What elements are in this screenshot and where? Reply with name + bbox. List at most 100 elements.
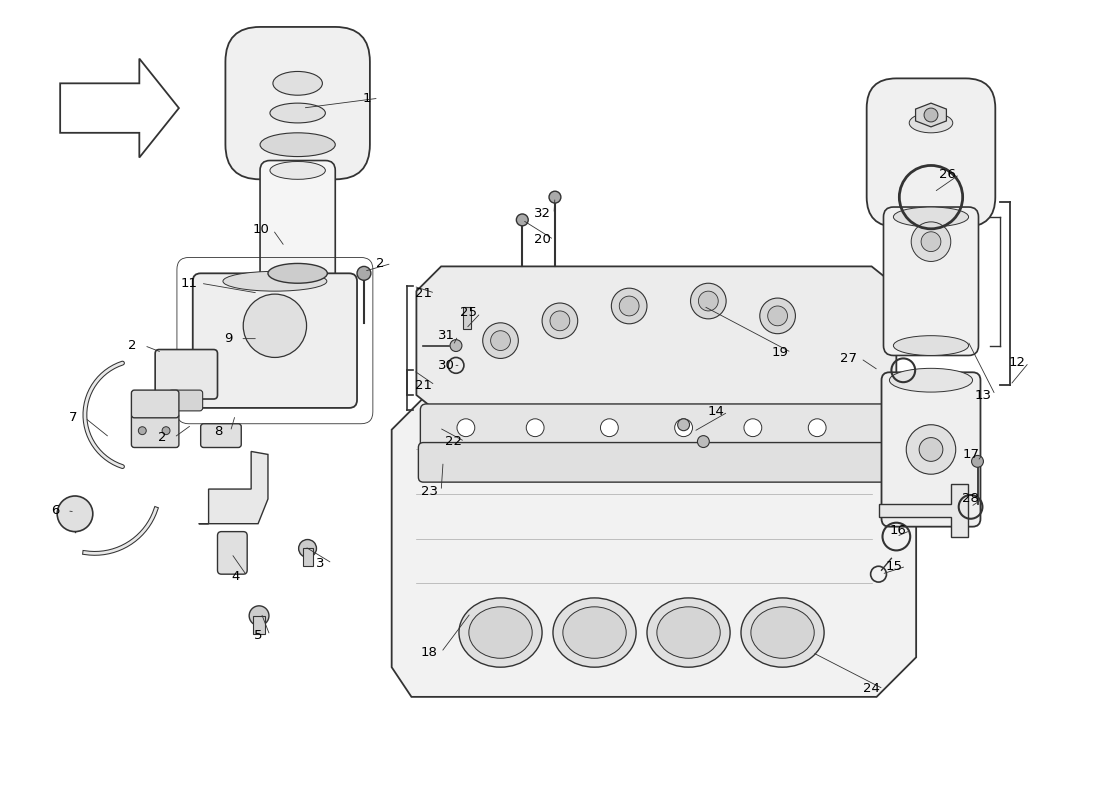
Text: 23: 23 (421, 485, 438, 498)
Text: 28: 28 (962, 493, 979, 506)
Polygon shape (417, 266, 896, 415)
Bar (253, 616, 265, 634)
FancyBboxPatch shape (883, 207, 979, 355)
Circle shape (678, 419, 690, 430)
Text: 4: 4 (231, 570, 240, 582)
Ellipse shape (751, 607, 814, 658)
Text: 2: 2 (375, 257, 384, 270)
Circle shape (250, 606, 270, 626)
FancyBboxPatch shape (418, 442, 893, 482)
Text: 9: 9 (224, 332, 232, 345)
Text: 21: 21 (415, 378, 432, 392)
Circle shape (920, 438, 943, 462)
Polygon shape (199, 451, 268, 524)
Ellipse shape (647, 598, 730, 667)
Text: 3: 3 (316, 557, 324, 570)
FancyBboxPatch shape (420, 404, 892, 450)
Circle shape (542, 303, 578, 338)
Ellipse shape (890, 368, 972, 392)
Circle shape (612, 288, 647, 324)
Ellipse shape (268, 263, 328, 283)
Polygon shape (879, 484, 968, 537)
Text: 31: 31 (438, 329, 454, 342)
FancyBboxPatch shape (218, 532, 248, 574)
Ellipse shape (893, 207, 969, 227)
FancyBboxPatch shape (131, 414, 179, 447)
Text: 32: 32 (534, 207, 551, 221)
Circle shape (358, 266, 371, 280)
Circle shape (450, 340, 462, 351)
Text: 26: 26 (939, 168, 956, 181)
Text: 25: 25 (461, 306, 477, 319)
Circle shape (483, 323, 518, 358)
Circle shape (674, 419, 693, 437)
Circle shape (57, 496, 92, 532)
Bar (463, 307, 471, 329)
Circle shape (698, 291, 718, 311)
FancyBboxPatch shape (226, 27, 370, 179)
FancyBboxPatch shape (192, 274, 358, 408)
Text: 15: 15 (886, 560, 903, 573)
Text: 16: 16 (890, 524, 906, 537)
FancyBboxPatch shape (867, 78, 996, 227)
Text: 24: 24 (864, 682, 880, 695)
Text: 13: 13 (975, 389, 992, 402)
Circle shape (526, 419, 544, 437)
Ellipse shape (469, 607, 532, 658)
Text: 2: 2 (128, 339, 136, 352)
Ellipse shape (893, 336, 969, 355)
Text: 27: 27 (840, 352, 857, 365)
Text: 30: 30 (438, 359, 454, 372)
Text: 11: 11 (180, 277, 197, 290)
Circle shape (921, 232, 940, 251)
Bar (302, 549, 312, 566)
Circle shape (550, 311, 570, 330)
Ellipse shape (270, 162, 326, 179)
FancyBboxPatch shape (260, 161, 336, 283)
Polygon shape (60, 58, 179, 158)
FancyBboxPatch shape (200, 424, 241, 447)
Ellipse shape (273, 71, 322, 95)
Circle shape (456, 419, 475, 437)
Circle shape (298, 539, 317, 558)
Text: 19: 19 (771, 346, 788, 359)
Circle shape (162, 426, 170, 434)
Ellipse shape (270, 103, 326, 123)
FancyBboxPatch shape (881, 372, 980, 526)
Circle shape (760, 298, 795, 334)
Text: 22: 22 (444, 435, 462, 448)
Circle shape (691, 283, 726, 319)
Circle shape (768, 306, 788, 326)
Text: 17: 17 (962, 448, 979, 461)
Text: 1: 1 (363, 92, 371, 105)
Circle shape (808, 419, 826, 437)
Ellipse shape (910, 113, 953, 133)
Ellipse shape (223, 271, 327, 291)
FancyBboxPatch shape (131, 390, 179, 418)
Circle shape (906, 425, 956, 474)
Text: 14: 14 (707, 406, 725, 418)
Circle shape (619, 296, 639, 316)
Text: 2: 2 (157, 431, 166, 444)
Circle shape (516, 214, 528, 226)
Text: 12: 12 (1009, 356, 1025, 369)
Text: 21: 21 (415, 286, 432, 300)
Polygon shape (915, 103, 946, 127)
Ellipse shape (553, 598, 636, 667)
Ellipse shape (563, 607, 626, 658)
Circle shape (924, 108, 938, 122)
Polygon shape (392, 390, 916, 697)
Ellipse shape (741, 598, 824, 667)
Ellipse shape (657, 607, 720, 658)
Text: 8: 8 (214, 425, 222, 438)
Text: 5: 5 (254, 629, 262, 642)
Text: 18: 18 (421, 646, 438, 659)
Ellipse shape (270, 265, 326, 282)
Ellipse shape (459, 598, 542, 667)
Text: 6: 6 (51, 504, 59, 518)
Circle shape (243, 294, 307, 358)
Circle shape (911, 222, 950, 262)
Circle shape (601, 419, 618, 437)
FancyBboxPatch shape (155, 350, 218, 399)
Circle shape (549, 191, 561, 203)
